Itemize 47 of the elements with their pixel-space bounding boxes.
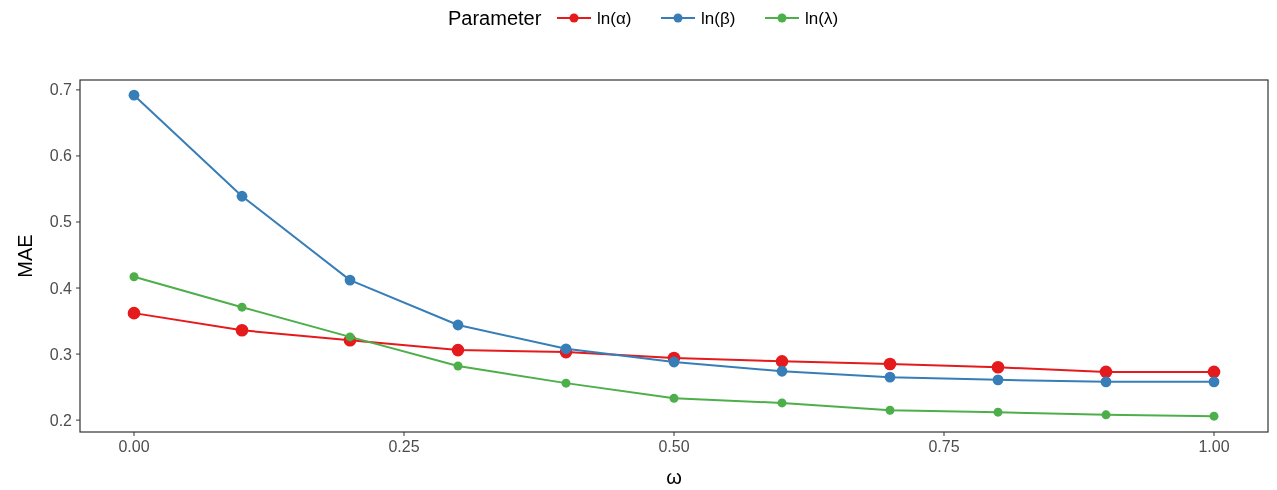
legend-title: Parameter [448, 7, 542, 29]
y-tick-label: 0.4 [49, 279, 73, 297]
point [883, 357, 897, 371]
point [1100, 376, 1112, 388]
point [1209, 411, 1219, 421]
point [993, 407, 1003, 417]
x-tick-label: 1.00 [1198, 438, 1230, 455]
x-tick-label: 0.00 [118, 438, 150, 455]
point [345, 332, 355, 342]
point [451, 343, 465, 357]
y-tick-label: 0.7 [49, 81, 73, 99]
point [127, 306, 141, 320]
y-tick-label: 0.3 [49, 345, 73, 363]
y-tick-label: 0.6 [49, 147, 73, 165]
y-axis-title: MAE [14, 234, 36, 278]
legend-label: ln(α) [597, 9, 632, 28]
x-tick-label: 0.50 [658, 438, 690, 455]
point [991, 360, 1005, 374]
legend-label: ln(β) [701, 9, 736, 28]
point [344, 274, 356, 286]
point [1207, 365, 1221, 379]
point [235, 324, 249, 337]
x-axis-title: ω [666, 466, 682, 488]
point [452, 319, 464, 331]
y-tick-label: 0.2 [49, 411, 73, 429]
point [128, 89, 140, 101]
point [668, 356, 680, 368]
x-tick-label: 0.25 [388, 438, 420, 455]
point [1099, 365, 1113, 379]
point [560, 343, 572, 355]
point [992, 374, 1004, 386]
legend-label: ln(λ) [805, 9, 839, 28]
point [453, 361, 463, 371]
point [236, 190, 248, 202]
point [1208, 376, 1220, 388]
point [669, 393, 679, 403]
point [561, 378, 571, 388]
point [1101, 410, 1111, 420]
point [776, 365, 788, 377]
point [885, 405, 895, 415]
x-tick-label: 0.75 [928, 438, 960, 455]
point [237, 302, 247, 312]
point [777, 398, 787, 408]
point [775, 355, 789, 368]
point [884, 371, 896, 383]
point [129, 272, 139, 282]
y-tick-label: 0.5 [49, 213, 73, 231]
